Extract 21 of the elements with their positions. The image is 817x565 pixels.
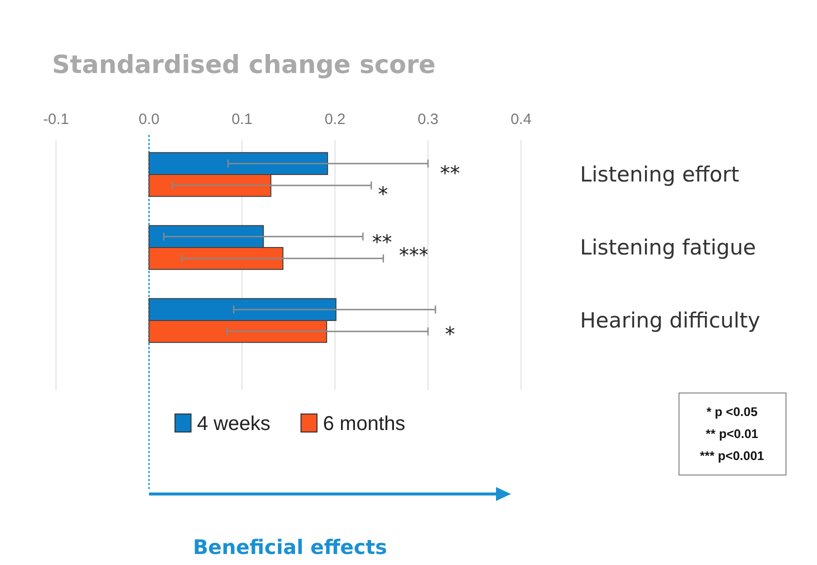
legend-label: 6 months (323, 413, 406, 435)
annotation: *** (399, 243, 429, 267)
annotation: * (378, 182, 388, 206)
x-tick-label: 0.1 (232, 111, 252, 128)
y-tick-label: Listening fatigue (580, 236, 756, 260)
annotation: * (445, 322, 455, 346)
x-tick-label: 0.3 (418, 111, 438, 128)
annotation: ** (440, 161, 460, 185)
legend-label: 4 weeks (197, 413, 270, 435)
x-tick-label: 0.2 (324, 111, 346, 128)
text: ** p<0.01 (706, 427, 758, 441)
y-tick-label: Listening effort (580, 162, 740, 186)
x-tick-label: 0.0 (138, 111, 160, 128)
annotation: ** (372, 230, 392, 254)
x-tick-label: -0.1 (43, 111, 69, 128)
text: Beneficial effects (192, 535, 388, 559)
chart-title: Standardised change score (52, 50, 436, 79)
x-tick-label: 0.4 (510, 111, 532, 128)
text: * p <0.05 (706, 405, 758, 419)
text: *** p<0.001 (700, 449, 764, 463)
y-tick-label: Hearing difficulty (580, 308, 760, 332)
